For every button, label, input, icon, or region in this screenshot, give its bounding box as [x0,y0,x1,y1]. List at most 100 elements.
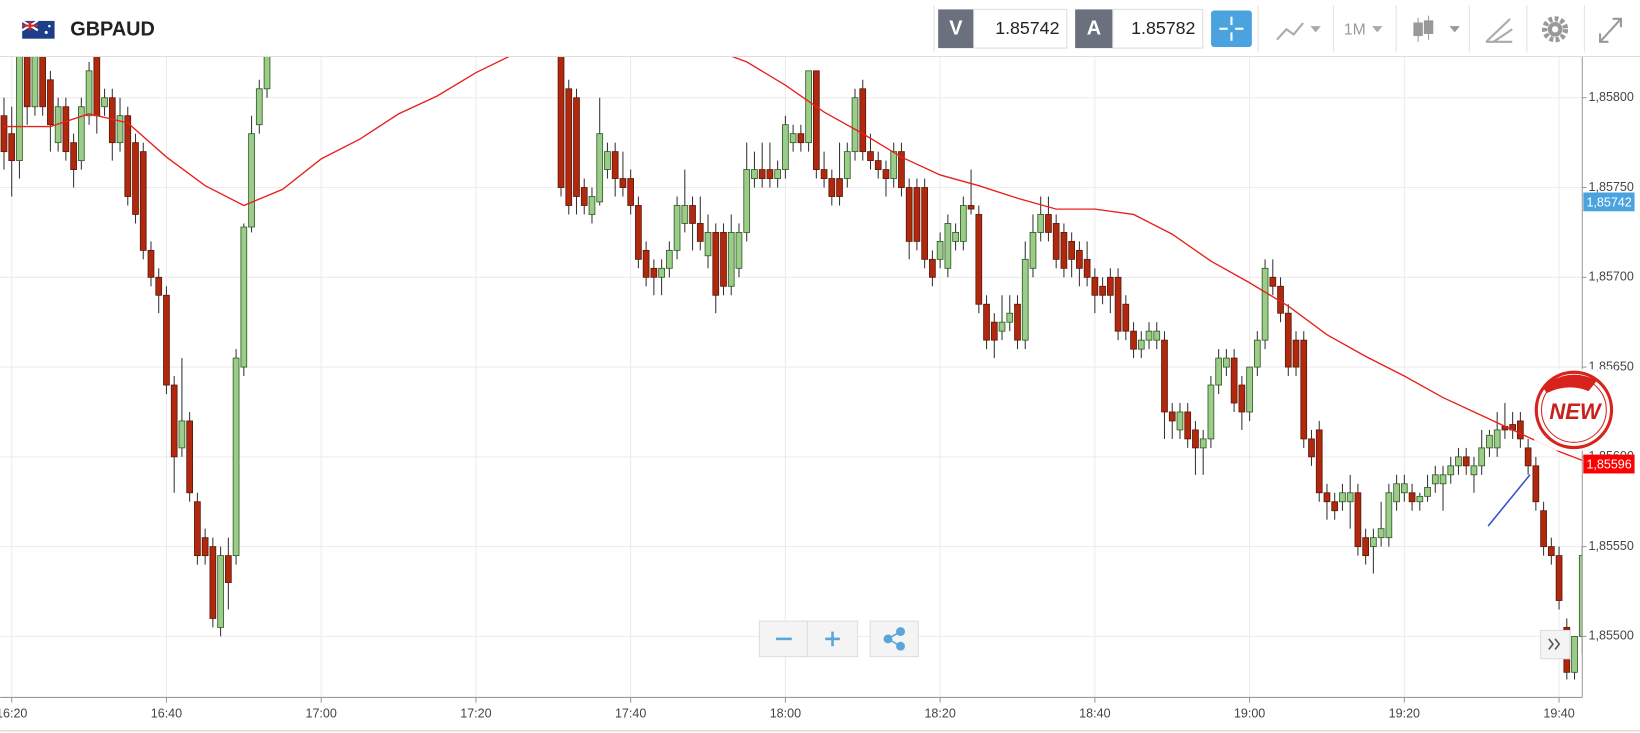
candle-body [782,124,789,170]
crosshair-icon [1219,16,1244,41]
candles-button[interactable] [1413,15,1460,42]
candle-body [1331,501,1339,512]
candle-body [611,151,619,179]
candle-body [1486,434,1493,449]
x-tick-label: 17:40 [615,706,646,720]
fullscreen-button[interactable] [1599,17,1623,43]
candle-body [8,133,16,162]
candle-body [1176,411,1184,431]
candle-body [1447,465,1455,476]
candle-body [1246,366,1253,413]
candle-body [116,115,124,144]
candle-body [573,97,580,197]
user-trend-line[interactable] [1487,474,1531,527]
candle-body [62,106,70,153]
settings-button[interactable] [1542,16,1569,43]
candle-body [240,226,248,368]
crosshair-button[interactable] [1211,10,1252,48]
candle-body [77,106,85,162]
candle-body [39,56,47,108]
candle-body [828,178,836,197]
candle-body [217,555,224,628]
candle-body [998,321,1006,332]
candle-body [1099,285,1106,296]
candle-body [658,267,665,278]
ask-box [1112,8,1204,49]
candle-body [1076,249,1083,269]
price-tag-label: 1,85742 [1586,195,1631,209]
candle-body [1400,483,1408,494]
candle-body [1021,258,1029,341]
candle-body [1323,492,1331,503]
candle-body [16,56,23,162]
candle-body [913,187,921,242]
scroll-right-button[interactable] [1539,630,1571,660]
candle-body [1269,276,1277,287]
candle-body [1493,429,1501,449]
x-tick-label: 18:40 [1079,706,1110,720]
candle-body [580,187,588,206]
candle-body [1416,495,1424,503]
candle-body [1083,258,1091,278]
candle-body [967,205,975,210]
candle-body [47,79,54,126]
candle-body [85,70,93,117]
drawing-button[interactable] [1485,18,1513,43]
candle-body [797,133,805,144]
price-tag-label: 1,85596 [1586,457,1631,471]
candle-body [1354,492,1362,548]
candle-body [735,232,743,269]
candle-body [859,88,867,153]
candle-body [1223,357,1230,368]
y-tick-label: 1,85500 [1589,629,1634,643]
share-button[interactable] [869,620,919,658]
candle-body [921,187,928,260]
candle-body [1478,447,1486,467]
candle-body [1114,276,1122,332]
candle-body [1168,411,1176,422]
candle-body [1308,438,1315,458]
candle-body [944,223,952,269]
bid-label: V [949,18,963,40]
candle-body [23,56,31,108]
candle-body [1362,537,1369,557]
candle-body [712,232,720,296]
symbol: GBPAUD [70,19,155,41]
timeframe-button[interactable]: 1M [1344,21,1383,38]
candle-body [720,232,727,287]
x-tick-label: 16:20 [0,706,27,720]
candle-body [774,169,781,179]
candle-body [789,133,797,144]
candle-body [681,205,689,224]
candle-body [170,384,178,458]
candle-body [1238,384,1246,413]
candle-body [1161,339,1168,413]
candle-body [751,169,758,179]
candle-body [1014,303,1021,341]
candle-body [952,232,959,242]
candle-body [1215,357,1222,386]
candle-body [929,258,936,278]
candle-body [1315,429,1323,494]
candle-body [1037,214,1045,233]
header: GBPAUD V 1.85742 A 1.85782 1M [0,0,1640,57]
y-tick-label: 1,85800 [1589,90,1634,104]
ask-button[interactable] [1075,9,1113,49]
x-tick-label: 18:20 [924,706,955,720]
candle-body [1060,232,1068,269]
candle-body [983,303,990,341]
bid-button[interactable] [938,9,974,49]
candle-body [1106,276,1114,296]
candle-body [619,178,627,188]
candle-body [1470,465,1478,476]
candle-body [627,178,635,206]
candle-body [1153,330,1161,341]
candle-body [1052,223,1060,260]
candle-body [31,56,39,108]
badge-text: NEW [1549,399,1602,424]
candle-body [1439,474,1447,485]
candle-body [673,205,681,251]
bid-box [973,8,1068,49]
chart-type-button[interactable] [1276,22,1321,41]
